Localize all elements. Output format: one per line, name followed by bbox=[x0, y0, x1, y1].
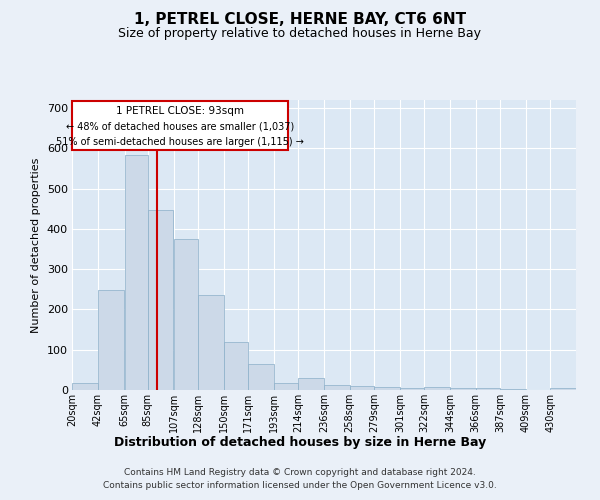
Text: Distribution of detached houses by size in Herne Bay: Distribution of detached houses by size … bbox=[114, 436, 486, 449]
Text: Size of property relative to detached houses in Herne Bay: Size of property relative to detached ho… bbox=[119, 28, 482, 40]
Bar bbox=[298, 378, 324, 390]
Bar bbox=[350, 386, 374, 390]
Bar bbox=[500, 389, 526, 390]
Y-axis label: Number of detached properties: Number of detached properties bbox=[31, 158, 41, 332]
Bar bbox=[324, 385, 350, 390]
Bar bbox=[400, 388, 424, 390]
Text: ← 48% of detached houses are smaller (1,037): ← 48% of detached houses are smaller (1,… bbox=[66, 122, 294, 132]
Bar bbox=[72, 101, 288, 150]
Bar bbox=[374, 387, 400, 390]
Bar bbox=[450, 388, 476, 390]
Bar bbox=[198, 295, 224, 390]
Bar bbox=[424, 387, 450, 390]
Text: Contains HM Land Registry data © Crown copyright and database right 2024.: Contains HM Land Registry data © Crown c… bbox=[124, 468, 476, 477]
Bar bbox=[274, 383, 298, 390]
Bar bbox=[224, 342, 248, 390]
Text: 1 PETREL CLOSE: 93sqm: 1 PETREL CLOSE: 93sqm bbox=[116, 106, 244, 117]
Bar bbox=[550, 388, 576, 390]
Text: Contains public sector information licensed under the Open Government Licence v3: Contains public sector information licen… bbox=[103, 480, 497, 490]
Bar bbox=[173, 240, 198, 390]
Bar bbox=[98, 290, 125, 390]
Bar bbox=[148, 210, 173, 390]
Bar bbox=[125, 155, 148, 390]
Text: 51% of semi-detached houses are larger (1,115) →: 51% of semi-detached houses are larger (… bbox=[56, 137, 304, 147]
Bar bbox=[476, 388, 500, 390]
Bar bbox=[248, 364, 274, 390]
Text: 1, PETREL CLOSE, HERNE BAY, CT6 6NT: 1, PETREL CLOSE, HERNE BAY, CT6 6NT bbox=[134, 12, 466, 28]
Bar bbox=[72, 383, 98, 390]
